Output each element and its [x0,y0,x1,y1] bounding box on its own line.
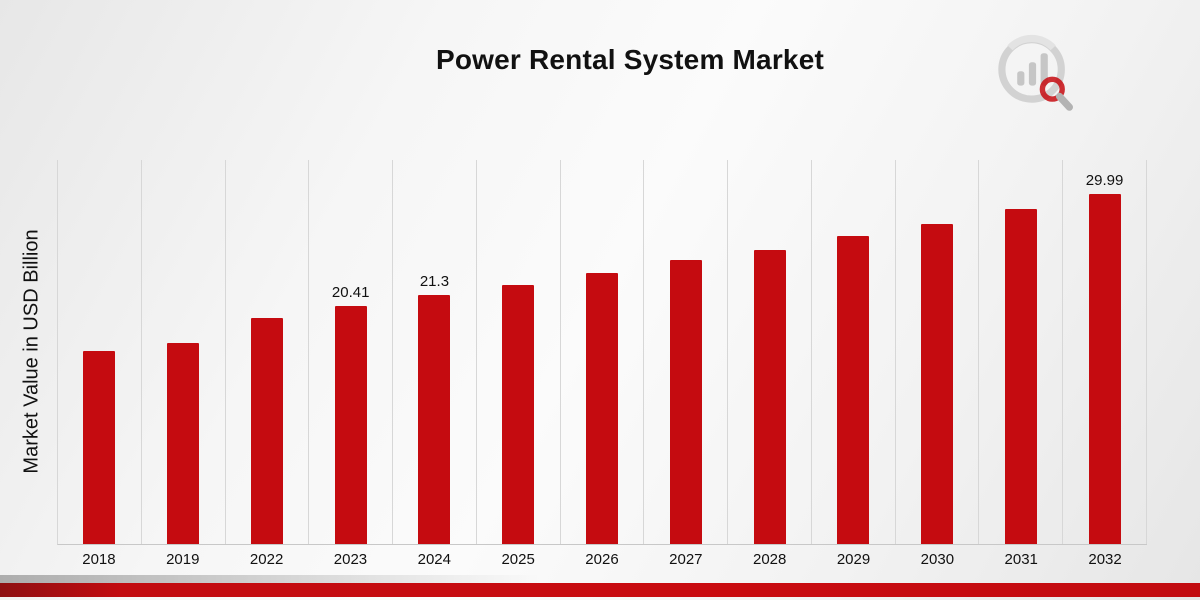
chart-column [896,160,980,544]
x-axis-ticks: 2018 2019 2022 2023 2024 2025 2026 2027 2028 2029… [57,551,1147,568]
footer-red-ribbon [0,583,1200,597]
x-tick-2024: 2024 [417,551,451,568]
x-tick-2019: 2019 [166,551,200,568]
bar-2030 [921,224,954,544]
bar-2028 [753,250,786,544]
chart-column [142,160,226,544]
chart-column [58,160,142,544]
bar-2022 [250,318,283,544]
x-tick-2022: 2022 [249,551,284,568]
chart-title: Power Rental System Market [435,44,824,75]
chart-column [226,160,310,544]
brand-logo [992,28,1082,118]
bar-2019 [167,343,200,544]
logo-bar-small [1017,71,1025,86]
chart-column: 21.3 [393,160,477,544]
bar-2025 [502,285,535,544]
x-tick-2026: 2026 [585,551,619,568]
x-tick-2032: 2032 [1088,551,1122,568]
chart-column [812,160,896,544]
bar-2031 [1004,209,1037,544]
y-axis-label: Market Value in USD Billion [20,229,43,474]
chart-column [561,160,645,544]
data-label-2024: 21.3 [419,273,450,290]
bar-2032 [1088,194,1121,544]
data-label-2032: 29.99 [1085,172,1124,189]
logo-magnifier-icon [1039,76,1065,102]
chart-column: 29.99 [1063,160,1147,544]
data-label-2023: 20.41 [331,284,370,301]
bar-2027 [669,260,702,544]
logo-bar-medium [1028,62,1037,86]
bar-2029 [837,236,870,544]
x-tick-2029: 2029 [836,551,871,568]
plot-area: 20.41 21.3 29.99 [57,160,1147,545]
chart-column: 20.41 [309,160,394,544]
bar-2023 [334,306,367,544]
logo-bar-large [1040,53,1048,86]
x-tick-2031: 2031 [1004,551,1038,568]
footer-gray-band [0,575,1200,584]
chart-column [477,160,561,544]
bar-2026 [585,273,618,544]
logo-ring-highlight [1007,34,1056,51]
logo-magnifier-handle [1055,92,1073,111]
x-tick-2023: 2023 [333,551,368,568]
x-tick-2018: 2018 [82,551,116,568]
x-tick-2027: 2027 [669,551,703,568]
chart-column [644,160,729,544]
x-tick-2030: 2030 [920,551,955,568]
x-tick-2028: 2028 [752,551,787,568]
bar-2018 [83,351,116,544]
brand-logo-graphic [998,34,1073,111]
chart-column [728,160,812,544]
bar-2024 [418,295,451,544]
x-tick-2025: 2025 [501,551,535,568]
chart-column [979,160,1064,544]
